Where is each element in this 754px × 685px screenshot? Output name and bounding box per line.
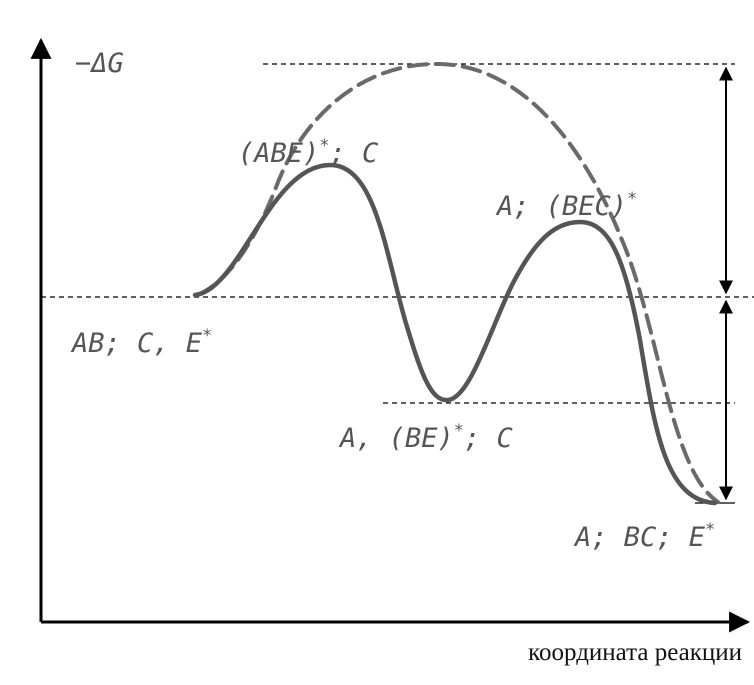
intermediate-state-label: A, (BE)*; C [338, 421, 513, 454]
catalyzed-curve [192, 162, 718, 506]
first-transition-state-label: (ABE)*; C [238, 136, 378, 169]
y-axis-label: −ΔG [75, 48, 124, 79]
initial-state-label: AB; C, E* [70, 326, 212, 359]
final-state-label: A; BC; E* [573, 520, 715, 553]
uncatalyzed-curve [196, 61, 720, 504]
x-axis-label: координата реакции [528, 639, 742, 666]
second-transition-state-label: A; (BEC)* [495, 189, 637, 222]
